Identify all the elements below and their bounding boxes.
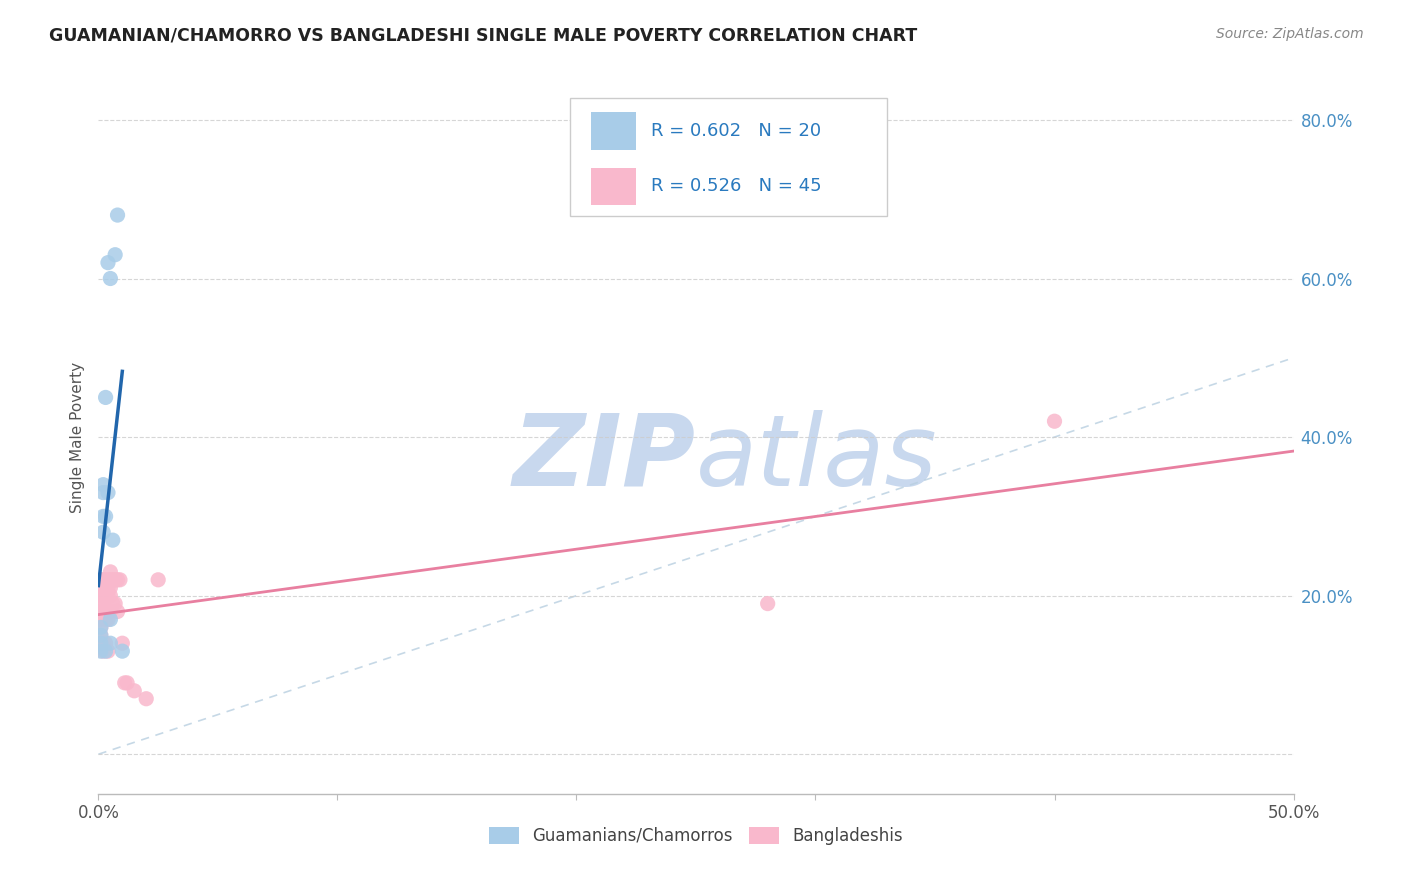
Point xyxy=(97,255,120,269)
Point xyxy=(98,271,122,285)
Point xyxy=(114,676,136,690)
Point xyxy=(90,612,112,626)
Text: Source: ZipAtlas.com: Source: ZipAtlas.com xyxy=(1216,27,1364,41)
Point xyxy=(91,605,114,619)
Point xyxy=(90,644,112,658)
Point xyxy=(90,597,112,611)
Point xyxy=(90,636,112,650)
Text: ZIP: ZIP xyxy=(513,410,696,507)
Point xyxy=(91,597,114,611)
Y-axis label: Single Male Poverty: Single Male Poverty xyxy=(70,361,86,513)
Point xyxy=(94,636,117,650)
Point xyxy=(90,589,112,603)
Point xyxy=(111,636,134,650)
Point xyxy=(90,628,112,642)
Point xyxy=(90,620,112,634)
Point xyxy=(104,597,127,611)
Point xyxy=(91,589,114,603)
Point xyxy=(91,477,114,491)
Point xyxy=(101,533,124,548)
Point xyxy=(104,573,127,587)
Text: R = 0.526   N = 45: R = 0.526 N = 45 xyxy=(651,178,821,195)
Point xyxy=(94,605,117,619)
Point xyxy=(97,573,120,587)
Point xyxy=(97,644,120,658)
Point xyxy=(90,605,112,619)
Point xyxy=(98,605,122,619)
Point xyxy=(115,676,138,690)
Point xyxy=(97,581,120,595)
Point xyxy=(97,485,120,500)
Point xyxy=(135,691,157,706)
Point xyxy=(91,636,114,650)
Point xyxy=(90,581,112,595)
Point xyxy=(91,573,114,587)
Point xyxy=(108,573,131,587)
Point xyxy=(124,683,146,698)
Text: GUAMANIAN/CHAMORRO VS BANGLADESHI SINGLE MALE POVERTY CORRELATION CHART: GUAMANIAN/CHAMORRO VS BANGLADESHI SINGLE… xyxy=(49,27,918,45)
FancyBboxPatch shape xyxy=(571,98,887,216)
Point xyxy=(756,597,779,611)
Point xyxy=(90,628,112,642)
FancyBboxPatch shape xyxy=(591,112,637,150)
Point xyxy=(111,644,134,658)
Point xyxy=(98,636,122,650)
Point xyxy=(104,248,127,262)
Point xyxy=(90,573,112,587)
Point xyxy=(94,509,117,524)
Point xyxy=(98,589,122,603)
Point xyxy=(107,208,129,222)
Point xyxy=(91,525,114,540)
Point xyxy=(107,573,129,587)
Point xyxy=(98,612,122,626)
Point xyxy=(94,612,117,626)
Point xyxy=(148,573,170,587)
Text: R = 0.602   N = 20: R = 0.602 N = 20 xyxy=(651,122,821,140)
Point xyxy=(98,581,122,595)
Point xyxy=(98,565,122,579)
Point xyxy=(101,573,124,587)
Point xyxy=(1043,414,1066,428)
Point xyxy=(101,597,124,611)
Point xyxy=(97,589,120,603)
Point xyxy=(94,589,117,603)
Point xyxy=(98,573,122,587)
Point xyxy=(94,391,117,405)
Text: atlas: atlas xyxy=(696,410,938,507)
Point xyxy=(91,509,114,524)
Point xyxy=(91,644,114,658)
Legend: Guamanians/Chamorros, Bangladeshis: Guamanians/Chamorros, Bangladeshis xyxy=(484,822,908,850)
Point xyxy=(90,620,112,634)
Point xyxy=(94,644,117,658)
Point xyxy=(94,573,117,587)
Point xyxy=(91,485,114,500)
Point xyxy=(90,636,112,650)
Point xyxy=(97,612,120,626)
Point xyxy=(107,605,129,619)
FancyBboxPatch shape xyxy=(591,168,637,205)
